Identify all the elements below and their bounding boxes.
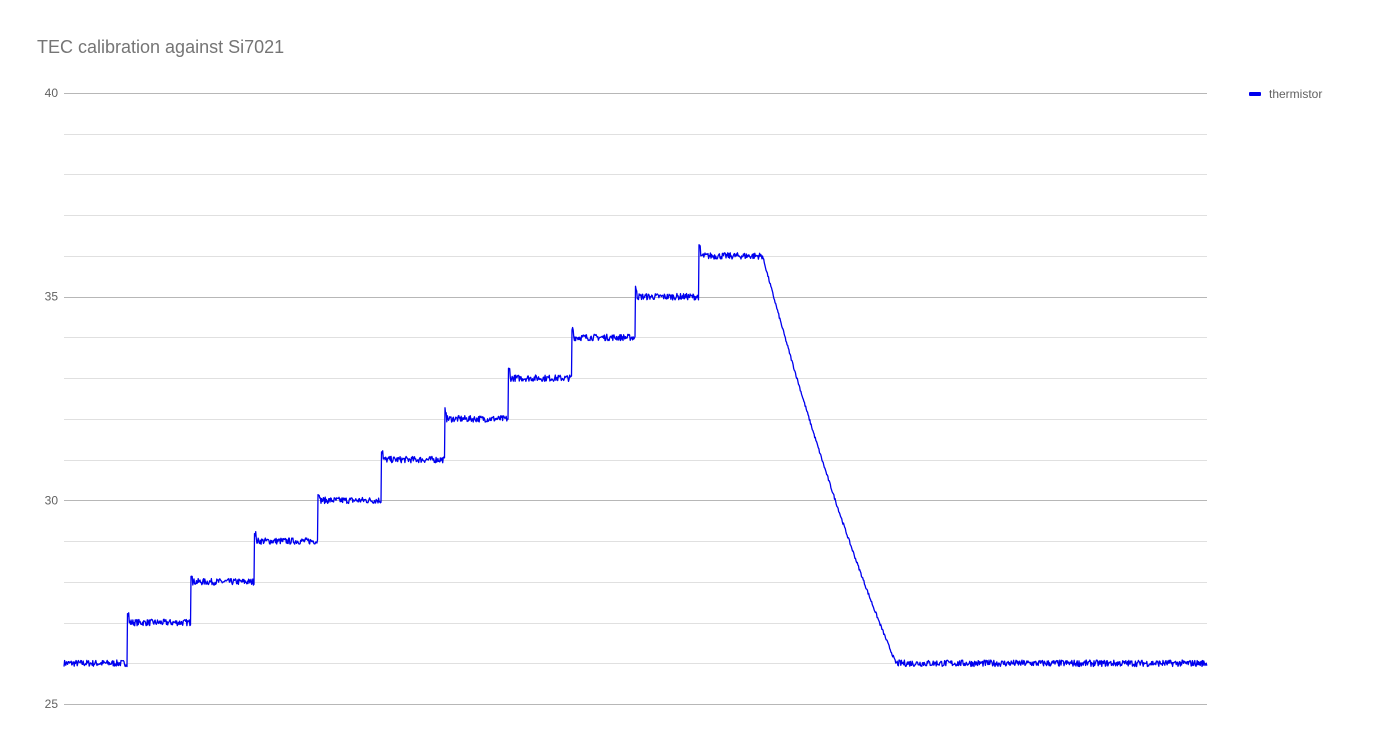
- y-tick-label: 35: [45, 290, 59, 304]
- y-tick-label: 30: [45, 493, 59, 507]
- legend[interactable]: thermistor: [1249, 87, 1322, 101]
- gridlines: [64, 93, 1207, 705]
- y-axis-tick-labels: 25 30 35 40: [45, 86, 59, 711]
- series-line-thermistor[interactable]: [63, 244, 1208, 668]
- y-tick-label: 40: [45, 86, 59, 100]
- legend-swatch: [1249, 92, 1261, 96]
- legend-label: thermistor: [1269, 87, 1323, 101]
- chart-title: TEC calibration against Si7021: [37, 37, 285, 57]
- y-tick-label: 25: [45, 697, 59, 711]
- series-layer: [63, 244, 1208, 668]
